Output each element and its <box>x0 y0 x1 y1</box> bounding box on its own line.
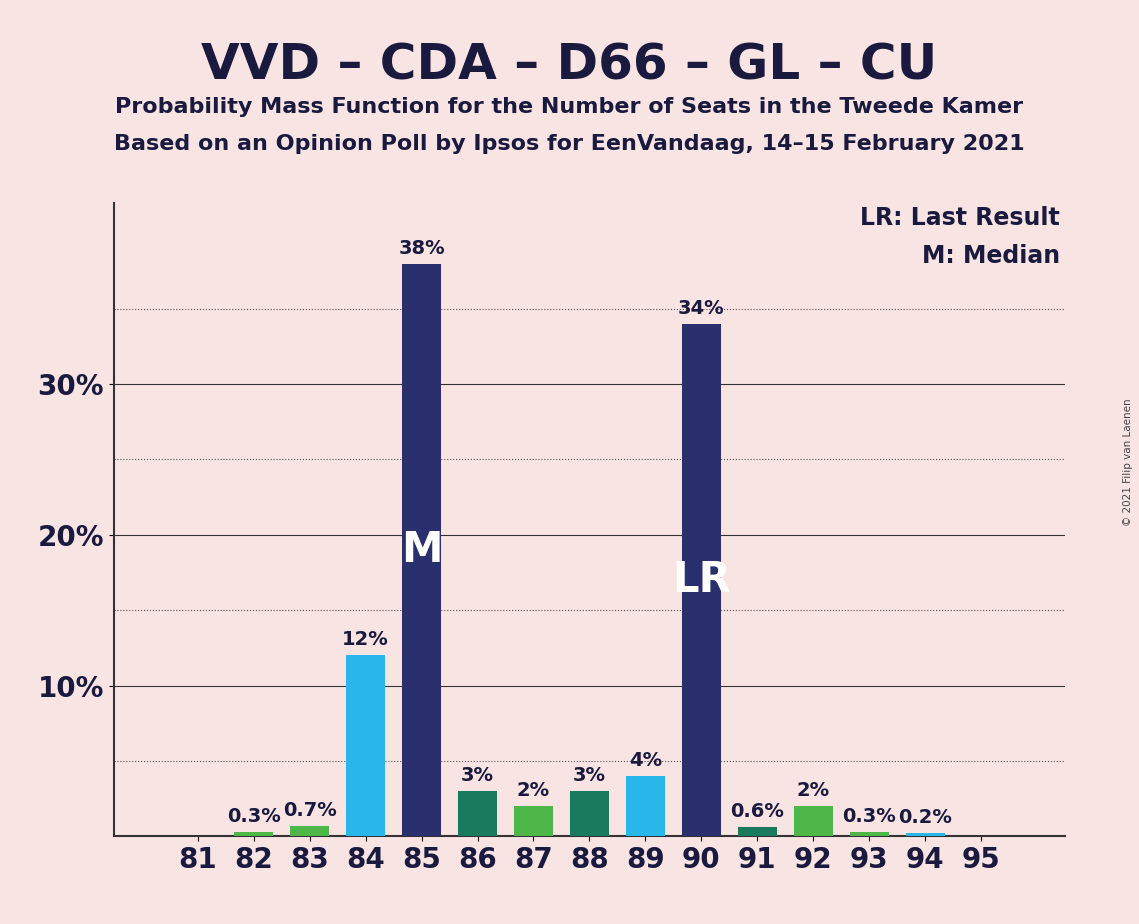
Text: 3%: 3% <box>461 766 494 785</box>
Text: 34%: 34% <box>678 298 724 318</box>
Bar <box>346 655 385 836</box>
Bar <box>794 806 833 836</box>
Text: VVD – CDA – D66 – GL – CU: VVD – CDA – D66 – GL – CU <box>202 42 937 90</box>
Bar <box>682 323 721 836</box>
Text: 0.7%: 0.7% <box>282 800 337 820</box>
Bar <box>514 806 554 836</box>
Text: 2%: 2% <box>517 781 550 800</box>
Text: 3%: 3% <box>573 766 606 785</box>
Text: © 2021 Filip van Laenen: © 2021 Filip van Laenen <box>1123 398 1133 526</box>
Text: 38%: 38% <box>399 238 445 258</box>
Text: 0.2%: 0.2% <box>899 808 952 827</box>
Bar <box>458 791 497 836</box>
Text: M: M <box>401 529 442 571</box>
Text: 0.6%: 0.6% <box>730 802 785 821</box>
Bar <box>625 776 665 836</box>
Text: LR: Last Result: LR: Last Result <box>860 206 1060 230</box>
Text: 0.3%: 0.3% <box>842 807 896 826</box>
Text: 2%: 2% <box>796 781 830 800</box>
Bar <box>850 832 888 836</box>
Bar <box>570 791 609 836</box>
Text: Based on an Opinion Poll by Ipsos for EenVandaag, 14–15 February 2021: Based on an Opinion Poll by Ipsos for Ee… <box>114 134 1025 154</box>
Text: 4%: 4% <box>629 751 662 770</box>
Bar <box>402 263 441 836</box>
Text: M: Median: M: Median <box>923 245 1060 268</box>
Bar <box>738 827 777 836</box>
Bar <box>290 826 329 836</box>
Text: 12%: 12% <box>343 630 390 650</box>
Bar <box>906 833 944 836</box>
Text: LR: LR <box>672 559 731 601</box>
Text: Probability Mass Function for the Number of Seats in the Tweede Kamer: Probability Mass Function for the Number… <box>115 97 1024 117</box>
Text: 0.3%: 0.3% <box>227 807 280 826</box>
Bar <box>235 832 273 836</box>
